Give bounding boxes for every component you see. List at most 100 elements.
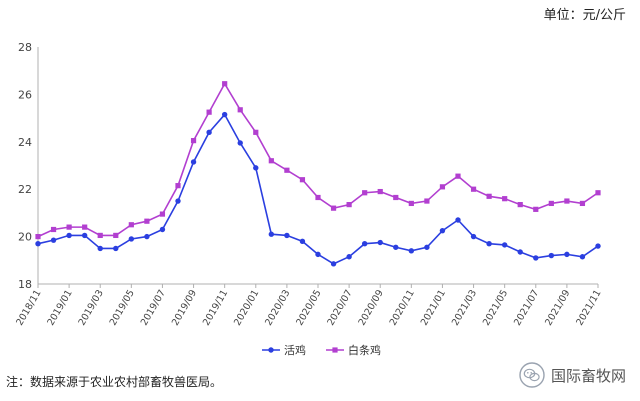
series-2 bbox=[35, 81, 601, 240]
data-point bbox=[424, 198, 430, 204]
legend: 活鸡 白条鸡 bbox=[262, 343, 381, 357]
x-tick-label: 2018/11 bbox=[14, 288, 43, 328]
data-point bbox=[408, 248, 415, 254]
data-point bbox=[50, 237, 57, 243]
data-point bbox=[346, 202, 352, 208]
legend-marker bbox=[332, 347, 338, 353]
data-point bbox=[206, 129, 212, 136]
x-tick-label: 2021/07 bbox=[512, 288, 541, 328]
data-point bbox=[81, 232, 88, 239]
data-point bbox=[35, 234, 41, 240]
data-point bbox=[486, 193, 492, 199]
data-point bbox=[502, 196, 508, 202]
legend-item-2: 白条鸡 bbox=[326, 343, 381, 357]
legend-item-1: 活鸡 bbox=[262, 343, 306, 357]
data-point bbox=[144, 218, 150, 224]
x-tick-label: 2021/09 bbox=[543, 288, 572, 328]
source-note: 注：数据来源于农业农村部畜牧兽医局。 bbox=[6, 375, 223, 389]
data-point bbox=[175, 183, 181, 189]
data-point bbox=[253, 129, 259, 135]
data-point bbox=[470, 233, 477, 240]
legend-label: 白条鸡 bbox=[348, 343, 381, 357]
wechat-icon bbox=[519, 362, 545, 388]
data-point bbox=[579, 254, 586, 260]
series-line bbox=[37, 113, 599, 265]
data-point bbox=[533, 206, 539, 212]
watermark: 国际畜牧网 bbox=[519, 362, 626, 388]
data-point bbox=[50, 226, 57, 233]
data-point bbox=[548, 200, 554, 207]
data-point bbox=[595, 243, 601, 249]
data-point bbox=[284, 167, 290, 173]
data-point bbox=[470, 186, 477, 192]
data-point bbox=[144, 233, 150, 240]
x-axis-ticks: 2018/11 2019/01 2019/03 2019/05 2019/07 2019/… bbox=[14, 284, 604, 328]
data-point bbox=[268, 158, 274, 164]
series-1 bbox=[35, 111, 601, 267]
x-tick-label: 2020/01 bbox=[232, 288, 261, 328]
data-point bbox=[579, 200, 586, 207]
data-point bbox=[221, 111, 228, 118]
data-point bbox=[97, 245, 103, 252]
data-point bbox=[66, 224, 72, 230]
data-point bbox=[439, 227, 446, 234]
data-point bbox=[501, 242, 508, 248]
data-point bbox=[533, 255, 539, 261]
x-tick-label: 2021/11 bbox=[574, 288, 603, 328]
x-tick-label: 2019/03 bbox=[77, 288, 106, 328]
data-point bbox=[35, 241, 41, 247]
data-point bbox=[486, 241, 492, 247]
data-point bbox=[362, 190, 368, 196]
data-point bbox=[595, 190, 601, 196]
data-point bbox=[237, 140, 243, 146]
data-point bbox=[315, 251, 321, 258]
data-point bbox=[517, 249, 523, 255]
data-point bbox=[299, 238, 306, 245]
data-point bbox=[128, 236, 135, 242]
data-point bbox=[377, 239, 383, 246]
data-point bbox=[206, 109, 212, 115]
data-point bbox=[175, 198, 181, 204]
data-point bbox=[82, 224, 88, 230]
data-point bbox=[439, 184, 446, 190]
legend-label: 活鸡 bbox=[284, 343, 306, 357]
x-tick-label: 2020/05 bbox=[294, 288, 323, 328]
y-tick-label: 24 bbox=[18, 136, 32, 149]
data-point bbox=[97, 232, 103, 239]
x-tick-label: 2020/11 bbox=[388, 288, 417, 328]
x-tick-label: 2019/09 bbox=[170, 288, 199, 328]
data-point bbox=[408, 200, 414, 207]
data-point bbox=[455, 217, 461, 223]
data-point bbox=[268, 231, 275, 237]
x-tick-label: 2020/03 bbox=[263, 288, 292, 328]
data-point bbox=[299, 177, 306, 183]
y-tick-label: 20 bbox=[18, 231, 32, 244]
data-point bbox=[222, 81, 228, 87]
x-tick-label: 2019/01 bbox=[45, 288, 74, 328]
data-point bbox=[330, 205, 337, 211]
data-point bbox=[128, 222, 134, 228]
data-point bbox=[113, 232, 119, 239]
data-point bbox=[564, 198, 570, 204]
y-axis-ticks: 18 20 22 24 26 28 bbox=[18, 41, 32, 291]
data-point bbox=[330, 261, 337, 267]
x-tick-label: 2021/05 bbox=[481, 288, 510, 328]
x-tick-label: 2019/05 bbox=[108, 288, 137, 328]
y-tick-label: 28 bbox=[18, 41, 32, 54]
series-line bbox=[37, 82, 599, 238]
x-tick-label: 2019/11 bbox=[201, 288, 230, 328]
data-point bbox=[361, 241, 368, 247]
y-tick-label: 18 bbox=[18, 278, 32, 291]
data-point bbox=[315, 194, 321, 201]
y-tick-label: 26 bbox=[18, 88, 32, 101]
x-tick-label: 2021/01 bbox=[419, 288, 448, 328]
data-point bbox=[455, 173, 461, 179]
data-point bbox=[190, 159, 197, 165]
data-point bbox=[564, 251, 570, 258]
watermark-text: 国际畜牧网 bbox=[550, 366, 626, 385]
data-point bbox=[190, 138, 197, 144]
data-point bbox=[237, 107, 243, 113]
x-tick-label: 2020/09 bbox=[357, 288, 386, 328]
data-point bbox=[393, 244, 399, 250]
